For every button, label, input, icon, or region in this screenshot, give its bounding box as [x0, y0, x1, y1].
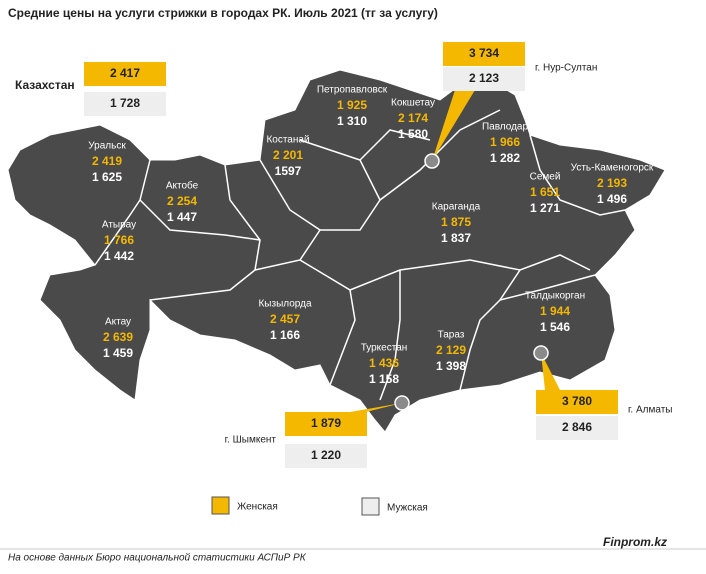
- city-dot: [394, 395, 410, 411]
- female-price: 3 734: [469, 46, 499, 60]
- female-price: 2 254: [167, 194, 197, 208]
- city-name: г. Алматы: [628, 405, 672, 416]
- male-price: 1 447: [167, 210, 197, 224]
- region-name: Уральск: [88, 141, 126, 152]
- female-price: 1 966: [490, 135, 520, 149]
- female-price: 1 875: [441, 215, 471, 229]
- male-price: 1 837: [441, 231, 471, 245]
- pointer: [350, 403, 402, 412]
- region-name: Павлодар: [482, 122, 529, 133]
- male-price: 1 546: [540, 320, 570, 334]
- legend-label: Мужская: [387, 503, 428, 514]
- male-price: 1 459: [103, 346, 133, 360]
- female-price: 1 651: [530, 185, 560, 199]
- brand: Finprom.kz: [603, 535, 667, 549]
- region-name: Атырау: [102, 220, 136, 231]
- male-price: 2 846: [562, 420, 592, 434]
- female-price: 3 780: [562, 394, 592, 408]
- region-name: Петропавловск: [317, 85, 388, 96]
- legend-label: Женская: [237, 502, 278, 513]
- legend-swatch: [361, 497, 380, 516]
- city-name: г. Шымкент: [225, 435, 277, 446]
- female-price: 2 129: [436, 343, 466, 357]
- region-name: Караганда: [432, 202, 481, 213]
- country-shape: [7, 69, 666, 433]
- region-name: Туркестан: [361, 343, 408, 354]
- female-price: 2 457: [270, 312, 300, 326]
- male-price: 1 442: [104, 249, 134, 263]
- male-price: 1 310: [337, 114, 367, 128]
- male-price: 1 220: [311, 448, 341, 462]
- pointer: [541, 353, 560, 390]
- city-dot: [424, 153, 440, 169]
- female-price: 1 925: [337, 98, 367, 112]
- region-name: Кызылорда: [258, 299, 311, 310]
- region-name: Усть-Каменогорск: [571, 163, 654, 174]
- female-price: 2 174: [398, 111, 428, 125]
- female-price: 2 201: [273, 148, 303, 162]
- male-price: 1 728: [110, 96, 140, 110]
- title: Средние цены на услуги стрижки в городах…: [8, 6, 438, 20]
- female-box: [443, 42, 525, 66]
- pointer: [432, 90, 475, 161]
- female-price: 2 639: [103, 330, 133, 344]
- region-name: Семей: [530, 172, 561, 183]
- male-price: 1 398: [436, 359, 466, 373]
- female-price: 2 419: [92, 154, 122, 168]
- female-price: 1 436: [369, 356, 399, 370]
- content: Уральск 2 419 1 625 Актобе 2 254 1 447 Атырау 1…: [0, 42, 706, 564]
- female-price: 1 944: [540, 304, 570, 318]
- legend-swatch: [211, 496, 230, 515]
- male-box: [536, 416, 618, 440]
- female-price: 2 417: [110, 66, 140, 80]
- male-price: 1 271: [530, 201, 560, 215]
- male-box: [84, 92, 166, 116]
- male-box: [443, 67, 525, 91]
- region-name: Костанай: [266, 135, 309, 146]
- female-box: [536, 390, 618, 414]
- female-box: [84, 62, 166, 86]
- male-price: 1 496: [597, 192, 627, 206]
- male-box: [285, 444, 367, 468]
- male-price: 1597: [275, 164, 302, 178]
- region-name: Тараз: [438, 330, 465, 341]
- region-name: Талдыкорган: [525, 291, 585, 302]
- male-price: 1 580: [398, 127, 428, 141]
- male-price: 1 282: [490, 151, 520, 165]
- region-name: Актобе: [166, 180, 199, 192]
- region-name: Кокшетау: [391, 98, 435, 109]
- country-name: Казахстан: [15, 78, 75, 92]
- source-note: На основе данных Бюро национальной стати…: [8, 553, 307, 564]
- region-name: Актау: [105, 317, 131, 328]
- male-price: 1 166: [270, 328, 300, 342]
- city-name: г. Нур-Султан: [535, 63, 597, 74]
- male-price: 1 158: [369, 372, 399, 386]
- female-price: 1 766: [104, 233, 134, 247]
- female-price: 1 879: [311, 416, 341, 430]
- city-dot: [533, 345, 549, 361]
- male-price: 2 123: [469, 71, 499, 85]
- region-borders: [94, 109, 626, 401]
- female-price: 2 193: [597, 176, 627, 190]
- female-box: [285, 412, 367, 436]
- male-price: 1 625: [92, 170, 122, 184]
